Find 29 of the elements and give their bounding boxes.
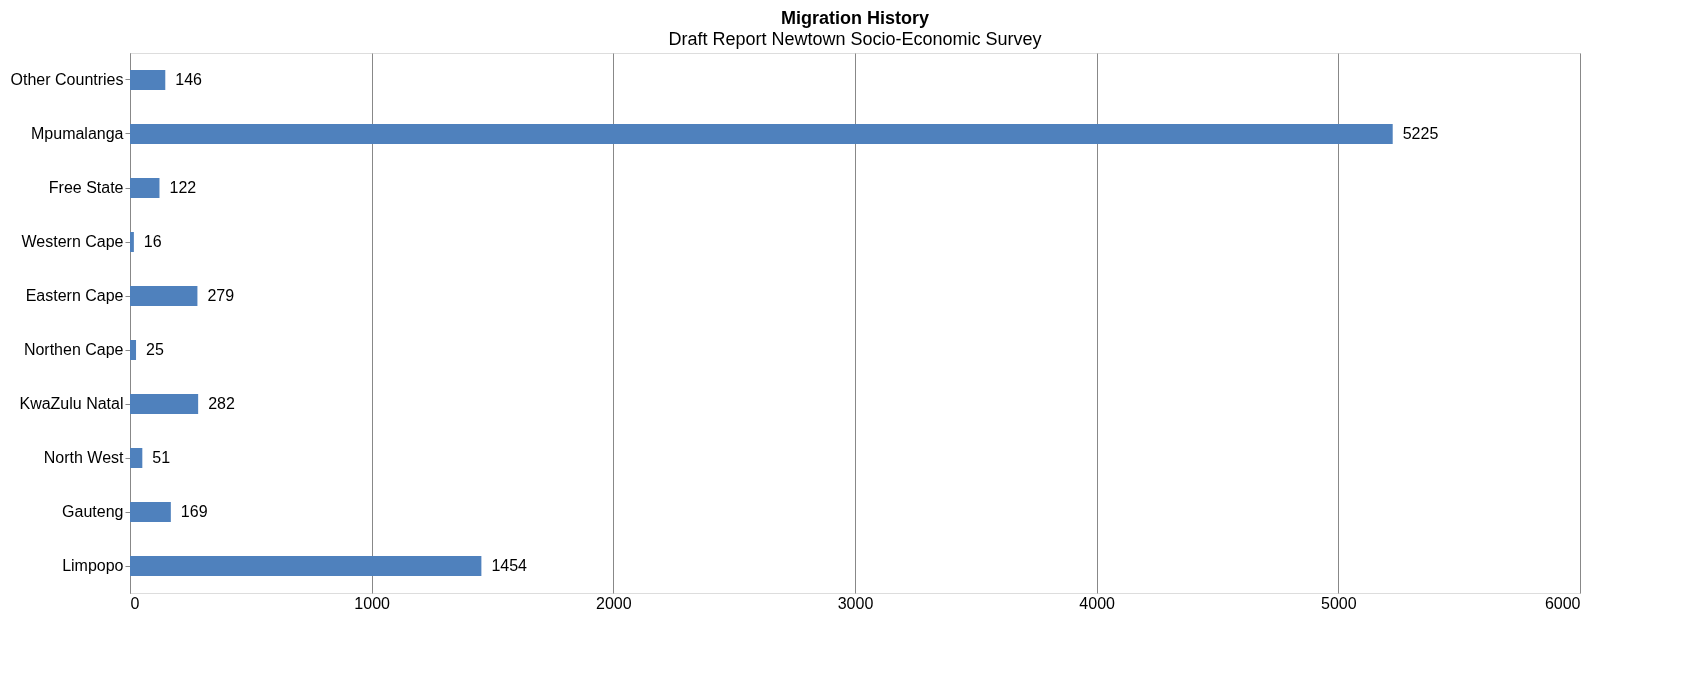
y-tick-label: Free State	[48, 179, 124, 196]
y-tick-label: Limpopo	[62, 557, 124, 574]
y-tick-label: Western Cape	[21, 233, 124, 250]
x-tick-label: 6000	[1544, 594, 1581, 612]
y-tick-label: KwaZulu Natal	[19, 395, 124, 412]
data-label: 5225	[1402, 125, 1439, 142]
y-tick-label: Gauteng	[62, 503, 124, 520]
chart-title: Migration History	[780, 8, 930, 28]
data-label: 16	[143, 233, 162, 250]
x-tick-label: 2000	[596, 594, 632, 612]
x-tick-label: 1000	[354, 594, 391, 612]
data-label: 169	[180, 503, 208, 520]
text: Draft Report Newtown Socio-Economic Survey	[668, 29, 1042, 49]
data-label: 279	[207, 287, 235, 304]
data-label: 282	[208, 395, 235, 412]
x-tick-label: 3000	[837, 594, 874, 612]
data-label: 51	[152, 449, 171, 466]
x-tick-label: 0	[130, 594, 140, 612]
data-label: 1454	[491, 557, 528, 574]
y-tick-label: Northen Cape	[23, 341, 124, 358]
y-tick-label: Other Countries	[10, 71, 124, 88]
data-label: 122	[169, 179, 197, 196]
data-label: 25	[146, 341, 164, 358]
y-tick-label: Eastern Cape	[25, 287, 124, 304]
y-tick-label: North West	[43, 449, 125, 466]
data-label: 146	[175, 71, 203, 88]
x-tick-label: 4000	[1079, 594, 1116, 612]
x-tick-label: 5000	[1321, 594, 1357, 612]
y-tick-label: Mpumalanga	[31, 125, 124, 142]
